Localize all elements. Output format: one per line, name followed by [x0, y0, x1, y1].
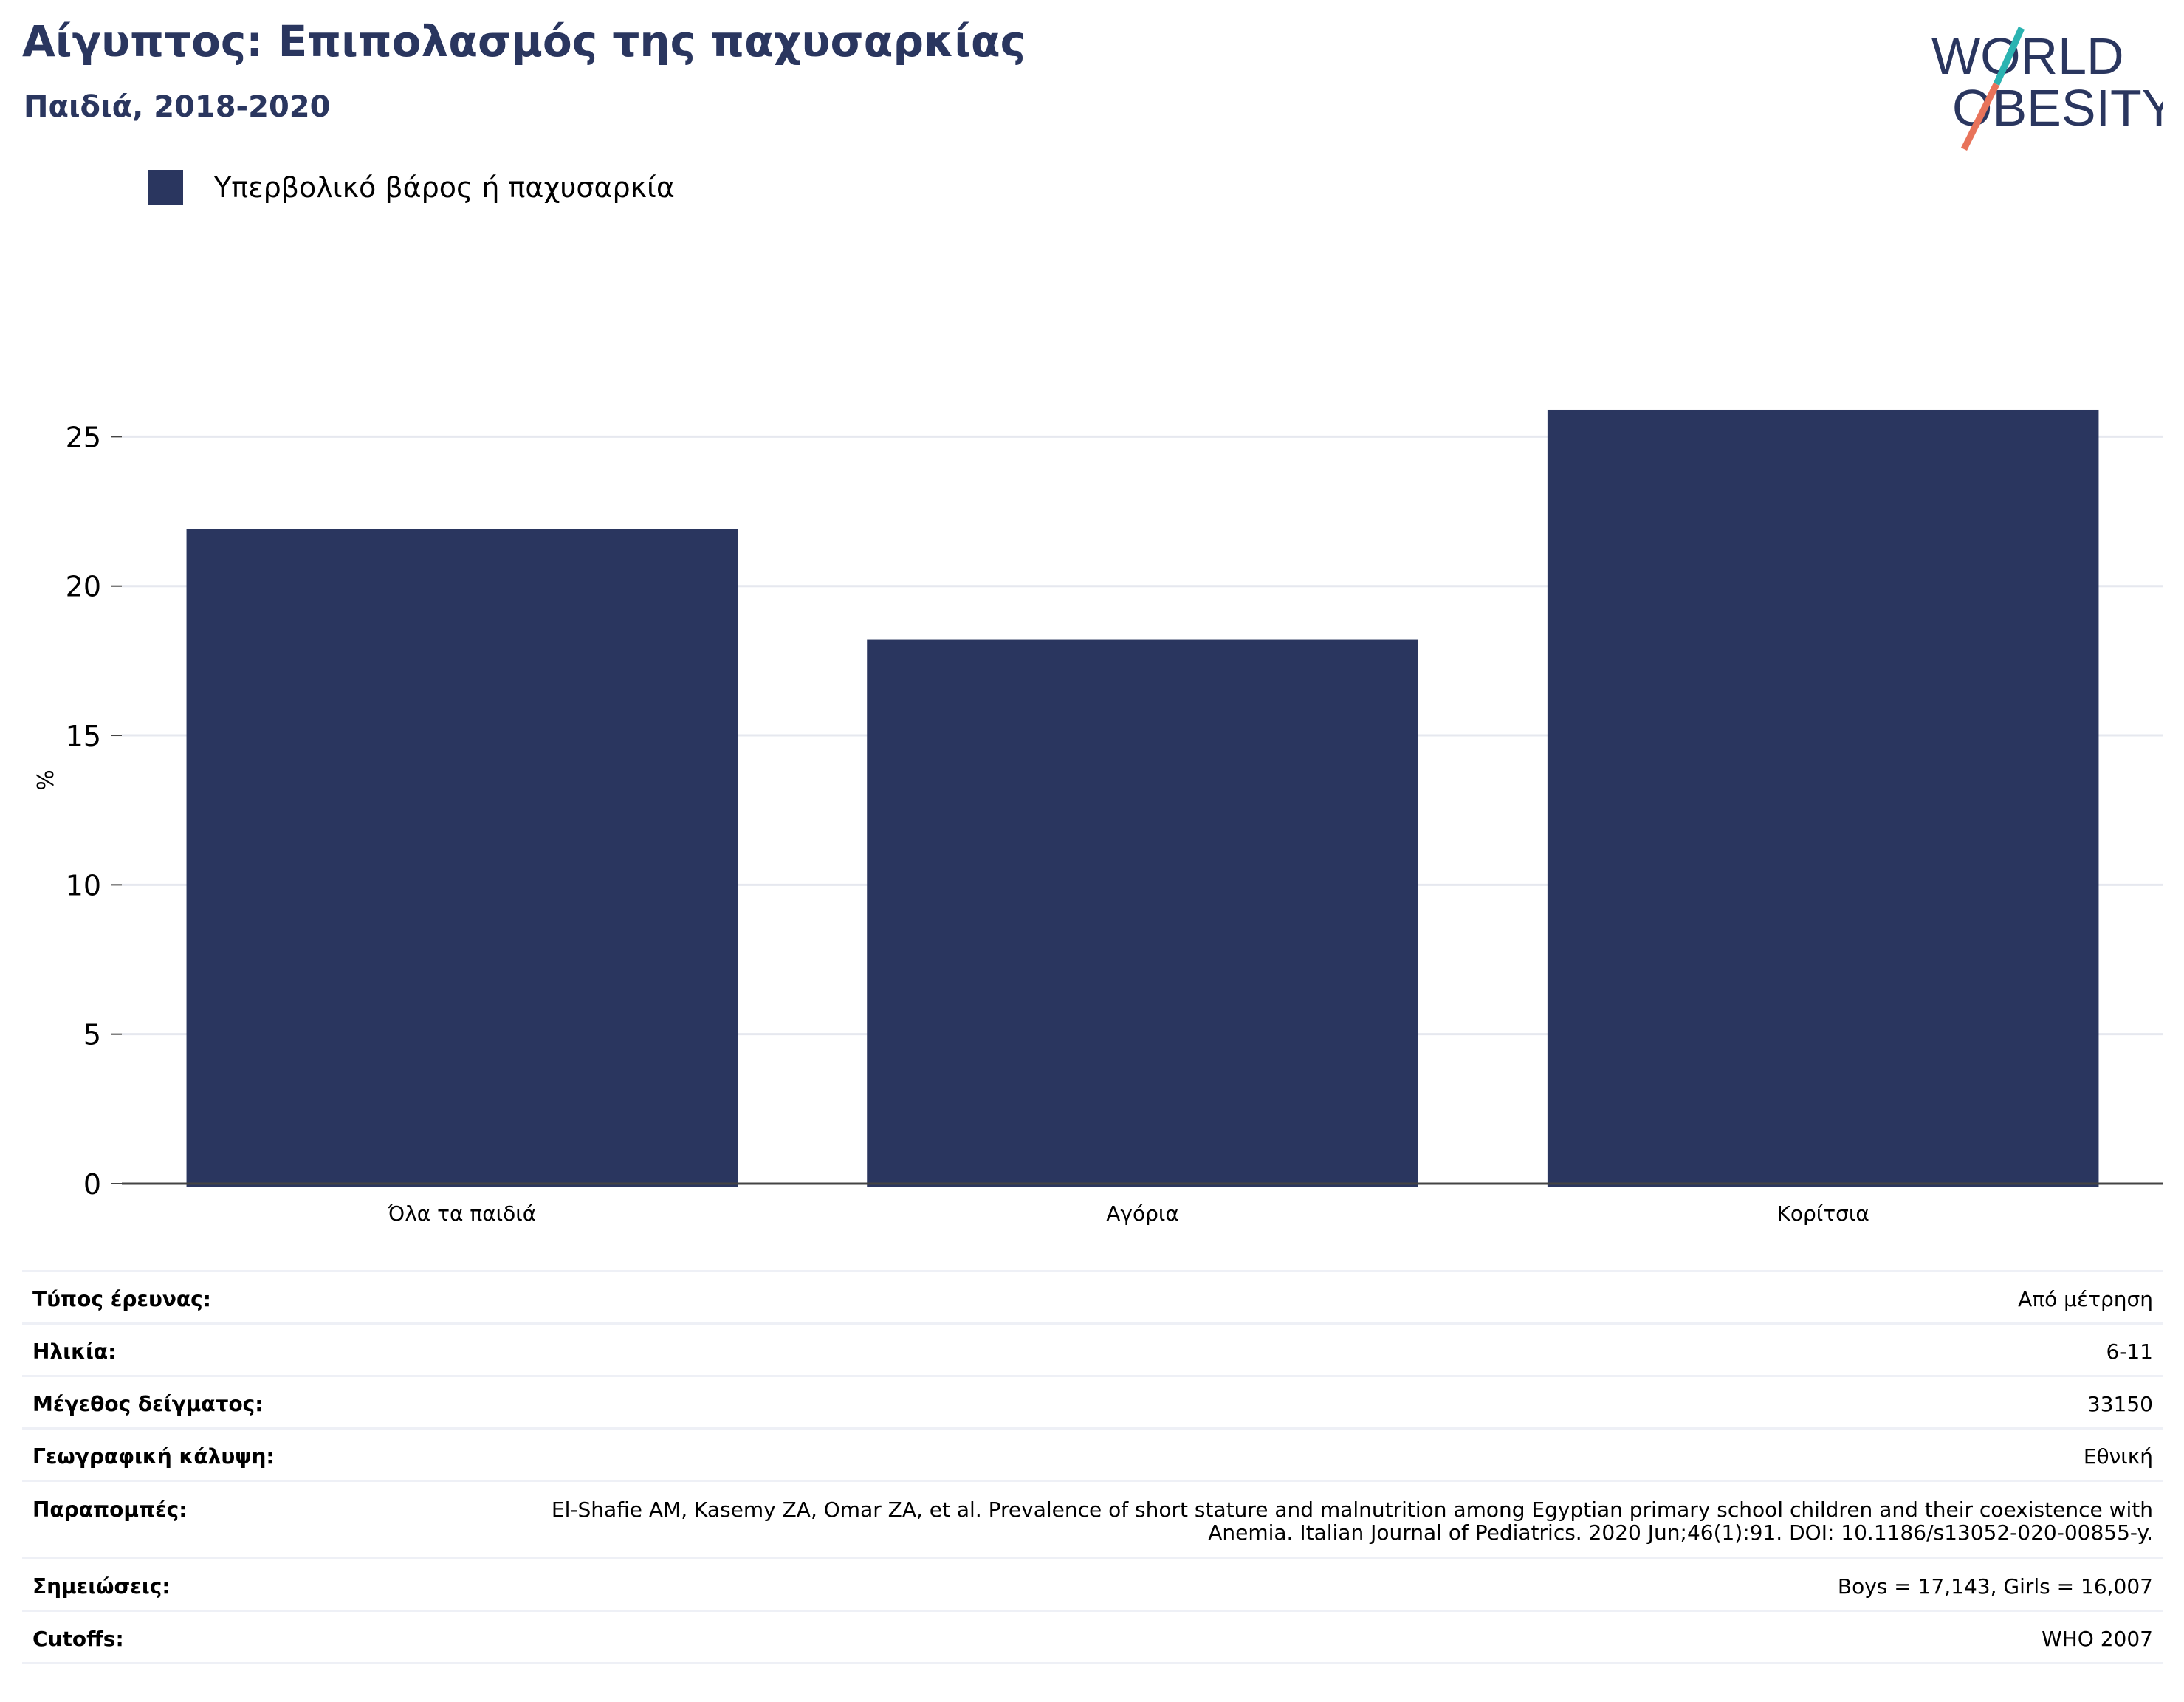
chart-legend: Υπερβολικό βάρος ή παχυσαρκία — [148, 170, 675, 205]
y-tick-label: 0 — [83, 1168, 101, 1201]
survey-info-table: Τύπος έρευνας: Από μέτρηση Ηλικία: 6-11 Μέγε… — [22, 1270, 2163, 1664]
info-label: Ηλικία: — [22, 1322, 486, 1376]
info-value: Από μέτρηση — [486, 1270, 2163, 1324]
bar-chart: 0 5 10 15 20 25% Όλα τα παιδιά Αγόρια Κορίτσια — [33, 409, 2163, 1226]
y-tick-label: 20 — [66, 571, 101, 603]
info-label: Μέγεθος δείγματος: — [22, 1375, 486, 1429]
x-tick-label: Αγόρια — [1106, 1201, 1179, 1226]
chart-title: Αίγυπτος: Επιπολασμός της παχυσαρκίας — [22, 16, 1026, 66]
bar — [186, 529, 738, 1187]
info-label: Cutoffs: — [22, 1610, 486, 1664]
info-value: 6-11 — [486, 1322, 2163, 1376]
y-axis-label: % — [33, 769, 59, 791]
legend-swatch — [148, 170, 183, 205]
info-row: Cutoffs: WHO 2007 — [22, 1610, 2163, 1664]
x-tick-label: Κορίτσια — [1777, 1201, 1869, 1226]
x-tick-label: Όλα τα παιδιά — [387, 1201, 536, 1226]
info-label: Σημειώσεις: — [22, 1557, 486, 1611]
bar — [867, 639, 1418, 1187]
world-obesity-logo: WORLD OBESITY — [1931, 27, 2163, 151]
info-label: Τύπος έρευνας: — [22, 1270, 486, 1324]
logo-slash-coral — [1960, 82, 2000, 151]
logo-slash-teal — [1993, 27, 2025, 86]
info-value: Εθνική — [486, 1427, 2163, 1481]
info-value: 33150 — [486, 1375, 2163, 1429]
y-tick-label: 15 — [66, 720, 101, 752]
y-tick-label: 10 — [66, 869, 101, 902]
logo-text-world: WORLD — [1931, 27, 2124, 85]
info-row: Γεωγραφική κάλυψη: Εθνική — [22, 1427, 2163, 1481]
y-tick-label: 5 — [83, 1019, 101, 1051]
bar — [1547, 409, 2099, 1187]
info-label: Παραπομπές: — [22, 1480, 486, 1559]
info-row: Ηλικία: 6-11 — [22, 1322, 2163, 1376]
info-row: Μέγεθος δείγματος: 33150 — [22, 1375, 2163, 1429]
info-row: Σημειώσεις: Boys = 17,143, Girls = 16,007 — [22, 1557, 2163, 1611]
info-row: Τύπος έρευνας: Από μέτρηση — [22, 1270, 2163, 1324]
info-label: Γεωγραφική κάλυψη: — [22, 1427, 486, 1481]
legend-label: Υπερβολικό βάρος ή παχυσαρκία — [214, 171, 675, 204]
y-tick-label: 25 — [66, 421, 101, 453]
chart-subtitle: Παιδιά, 2018-2020 — [24, 90, 331, 124]
info-value: WHO 2007 — [486, 1610, 2163, 1664]
info-value: El-Shafie AM, Kasemy ZA, Omar ZA, et al.… — [486, 1480, 2163, 1559]
info-value: Boys = 17,143, Girls = 16,007 — [486, 1557, 2163, 1611]
info-row: Παραπομπές: El-Shafie AM, Kasemy ZA, Omar… — [22, 1480, 2163, 1559]
